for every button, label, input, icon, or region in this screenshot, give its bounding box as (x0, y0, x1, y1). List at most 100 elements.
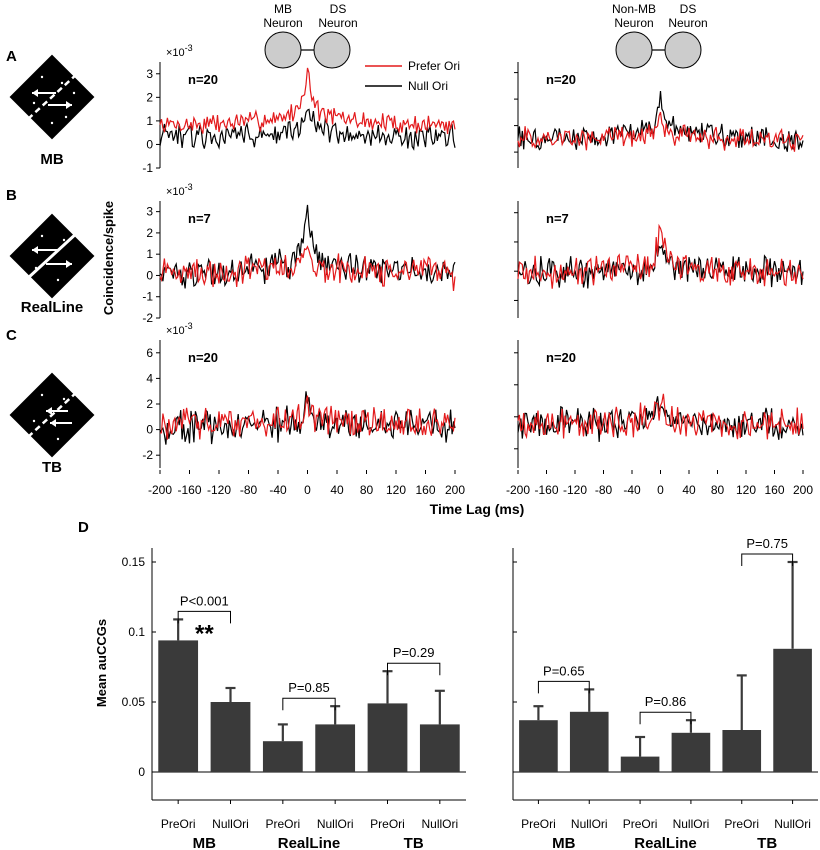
y-tick-label: 0.05 (122, 695, 146, 709)
bar (158, 640, 199, 772)
legend-label-null: Null Ori (408, 79, 448, 93)
x-tick-label: -80 (240, 483, 258, 497)
neuron-schematic-left: MB Neuron DS Neuron (263, 2, 358, 69)
p-value-label: P=0.29 (393, 645, 435, 660)
p-value-label: P=0.86 (645, 694, 687, 709)
n-label: n=20 (546, 350, 576, 365)
y-tick-label: -2 (142, 311, 153, 325)
ccg-xlabel: Time Lag (ms) (430, 501, 525, 517)
neuron-circle-mb (264, 31, 302, 69)
category-label: PreOri (265, 817, 300, 831)
n-label: n=7 (546, 211, 569, 226)
p-value-label: P<0.001 (180, 593, 229, 608)
chart-a-right: n=20 (514, 62, 804, 168)
stimulus-label-tb: TB (42, 459, 62, 476)
p-value-label: P=0.65 (543, 663, 585, 678)
x-tick-label: 200 (445, 483, 465, 497)
y-tick-label: 3 (146, 67, 153, 81)
stimulus-icon-mb (9, 54, 95, 140)
x-tick-label: -200 (506, 483, 530, 497)
x-tick-label: -200 (148, 483, 172, 497)
stimulus-label-mb: MB (40, 151, 63, 168)
significance-bracket (741, 553, 794, 566)
y-tick-label: 0 (146, 423, 153, 437)
bar (262, 741, 303, 772)
x-tick-label: -160 (177, 483, 201, 497)
neuron-label-nonmb-2: Neuron (614, 16, 653, 30)
x-tick-label: -40 (269, 483, 287, 497)
bar (367, 703, 408, 772)
y-multiplier: ×10-3 (166, 43, 193, 59)
series-prefer-ori (517, 111, 804, 152)
series-prefer-ori (159, 245, 456, 291)
n-label: n=20 (188, 72, 218, 87)
neuron-label-ds-2: Neuron (318, 16, 357, 30)
stimulus-icon-realline (9, 213, 95, 299)
panel-letter-c: C (6, 327, 17, 344)
x-tick-label: 0 (304, 483, 311, 497)
y-multiplier: ×10-3 (166, 182, 193, 198)
bar (773, 648, 812, 772)
bar (519, 720, 558, 772)
p-value-label: P=0.75 (746, 536, 788, 551)
significance-bracket (282, 697, 336, 711)
x-tick-label: 160 (415, 483, 435, 497)
y-multiplier-exponent: -3 (185, 43, 193, 53)
y-tick-label: 1 (146, 114, 153, 128)
neuron-circle-ds (313, 31, 351, 69)
stimulus-label-realline: RealLine (21, 299, 84, 316)
y-multiplier-exponent: -3 (185, 321, 193, 331)
x-tick-label: 0 (657, 483, 664, 497)
category-label: PreOri (724, 817, 759, 831)
significance-bracket (177, 610, 231, 624)
significance-bracket (639, 711, 692, 725)
bar (315, 724, 356, 772)
chart-c-left: -2 0 2 4 6 ×10-3 -200 -160 -120 -80 -40 0 40 80 120 160… (142, 321, 465, 497)
panel-letter-b: B (6, 187, 17, 204)
bar (620, 756, 660, 772)
chart-d-left: 0 0.05 0.1 0.15 PreOri NullOri PreOri NullOri Pr… (122, 548, 466, 850)
ccg-ylabel: Coincidence/spike (101, 201, 116, 315)
neuron-label-mb-2: Neuron (263, 16, 302, 30)
y-tick-label: 2 (146, 397, 153, 411)
y-multiplier-exponent: -3 (185, 182, 193, 192)
neuron-schematic-right: Non-MB Neuron DS Neuron (612, 2, 708, 69)
x-tick-label: -120 (207, 483, 231, 497)
bar (419, 724, 460, 772)
y-tick-label: 2 (146, 90, 153, 104)
y-tick-label: 0 (138, 765, 145, 779)
category-label: NullOri (571, 817, 608, 831)
legend-label-prefer: Prefer Ori (408, 59, 460, 73)
x-tick-label: -40 (623, 483, 641, 497)
y-tick-label: 1 (146, 247, 153, 261)
y-tick-label: -1 (142, 290, 153, 304)
neuron-circle-ds-right (664, 31, 702, 69)
y-tick-label: 0 (146, 137, 153, 151)
legend: Prefer Ori Null Ori (365, 59, 460, 93)
n-label: n=7 (188, 211, 211, 226)
series-null-ori (517, 242, 804, 289)
neuron-label-mb-1: MB (274, 2, 292, 16)
y-multiplier: ×10-3 (166, 321, 193, 337)
group-label: TB (757, 835, 777, 850)
bar (569, 711, 609, 772)
y-tick-label: 6 (146, 346, 153, 360)
category-label: NullOri (212, 817, 249, 831)
bar (671, 732, 711, 772)
panel-letter-d: D (78, 519, 89, 536)
y-tick-label: -2 (142, 448, 153, 462)
x-tick-label: -120 (563, 483, 587, 497)
significance-bracket (537, 680, 590, 694)
neuron-circle-nonmb (615, 31, 653, 69)
category-label: PreOri (161, 817, 196, 831)
n-label: n=20 (546, 72, 576, 87)
significance-stars: ** (195, 620, 214, 647)
panel-letter-a: A (6, 48, 17, 65)
x-tick-label: 80 (360, 483, 374, 497)
series-prefer-ori (517, 393, 804, 440)
y-tick-label: 0 (146, 268, 153, 282)
y-tick-label: 0.1 (128, 625, 145, 639)
category-label: PreOri (521, 817, 556, 831)
category-label: NullOri (421, 817, 458, 831)
